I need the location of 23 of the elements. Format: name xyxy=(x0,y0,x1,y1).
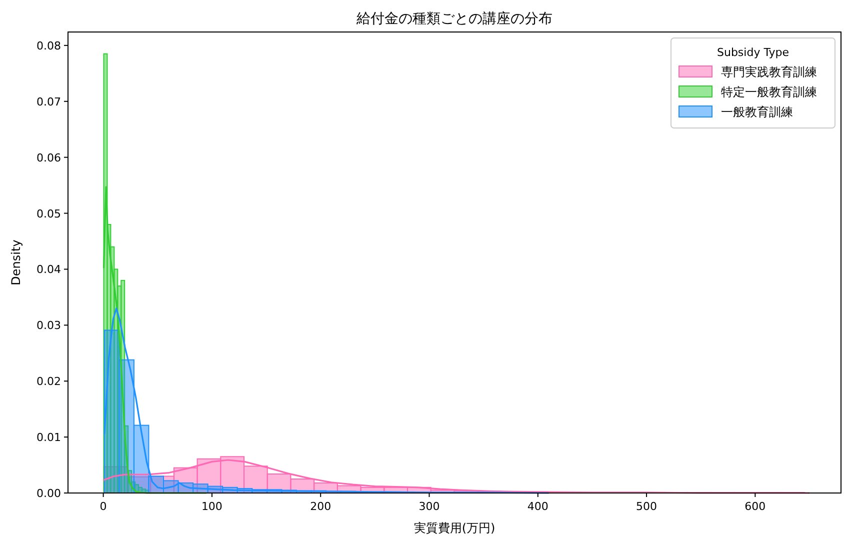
y-tick-label: 0.07 xyxy=(36,95,61,108)
y-tick-label: 0.01 xyxy=(36,431,61,444)
y-tick-label: 0.00 xyxy=(36,487,61,500)
legend-label: 専門実践教育訓練 xyxy=(721,65,817,79)
x-tick-label: 300 xyxy=(418,500,440,513)
x-tick-label: 0 xyxy=(100,500,107,513)
y-tick-label: 0.04 xyxy=(36,263,61,276)
x-axis-title: 実質費用(万円) xyxy=(414,521,496,535)
x-tick-label: 400 xyxy=(527,500,548,513)
y-tick-label: 0.06 xyxy=(36,151,61,164)
y-tick-label: 0.08 xyxy=(36,39,61,52)
chart-title: 給付金の種類ごとの講座の分布 xyxy=(356,11,552,27)
x-tick-label: 500 xyxy=(636,500,658,513)
y-axis-title: Density xyxy=(9,240,23,286)
legend-label: 特定一般教育訓練 xyxy=(721,85,817,99)
x-tick-label: 100 xyxy=(201,500,222,513)
y-tick-label: 0.02 xyxy=(36,375,61,388)
y-tick-label: 0.05 xyxy=(36,207,61,220)
y-tick-label: 0.03 xyxy=(36,319,61,332)
legend-label: 一般教育訓練 xyxy=(721,105,793,119)
x-tick-label: 200 xyxy=(310,500,332,513)
legend-title: Subsidy Type xyxy=(717,46,790,59)
x-tick-label: 600 xyxy=(744,500,766,513)
